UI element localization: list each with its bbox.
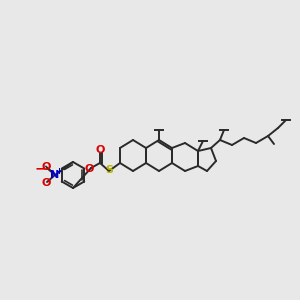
Text: O: O — [41, 178, 51, 188]
Text: S: S — [105, 165, 113, 175]
Text: O: O — [41, 162, 51, 172]
Text: O: O — [95, 145, 105, 155]
Text: +: + — [56, 167, 62, 176]
Text: N: N — [50, 170, 60, 180]
Text: −: − — [34, 161, 46, 175]
Text: O: O — [84, 164, 94, 174]
